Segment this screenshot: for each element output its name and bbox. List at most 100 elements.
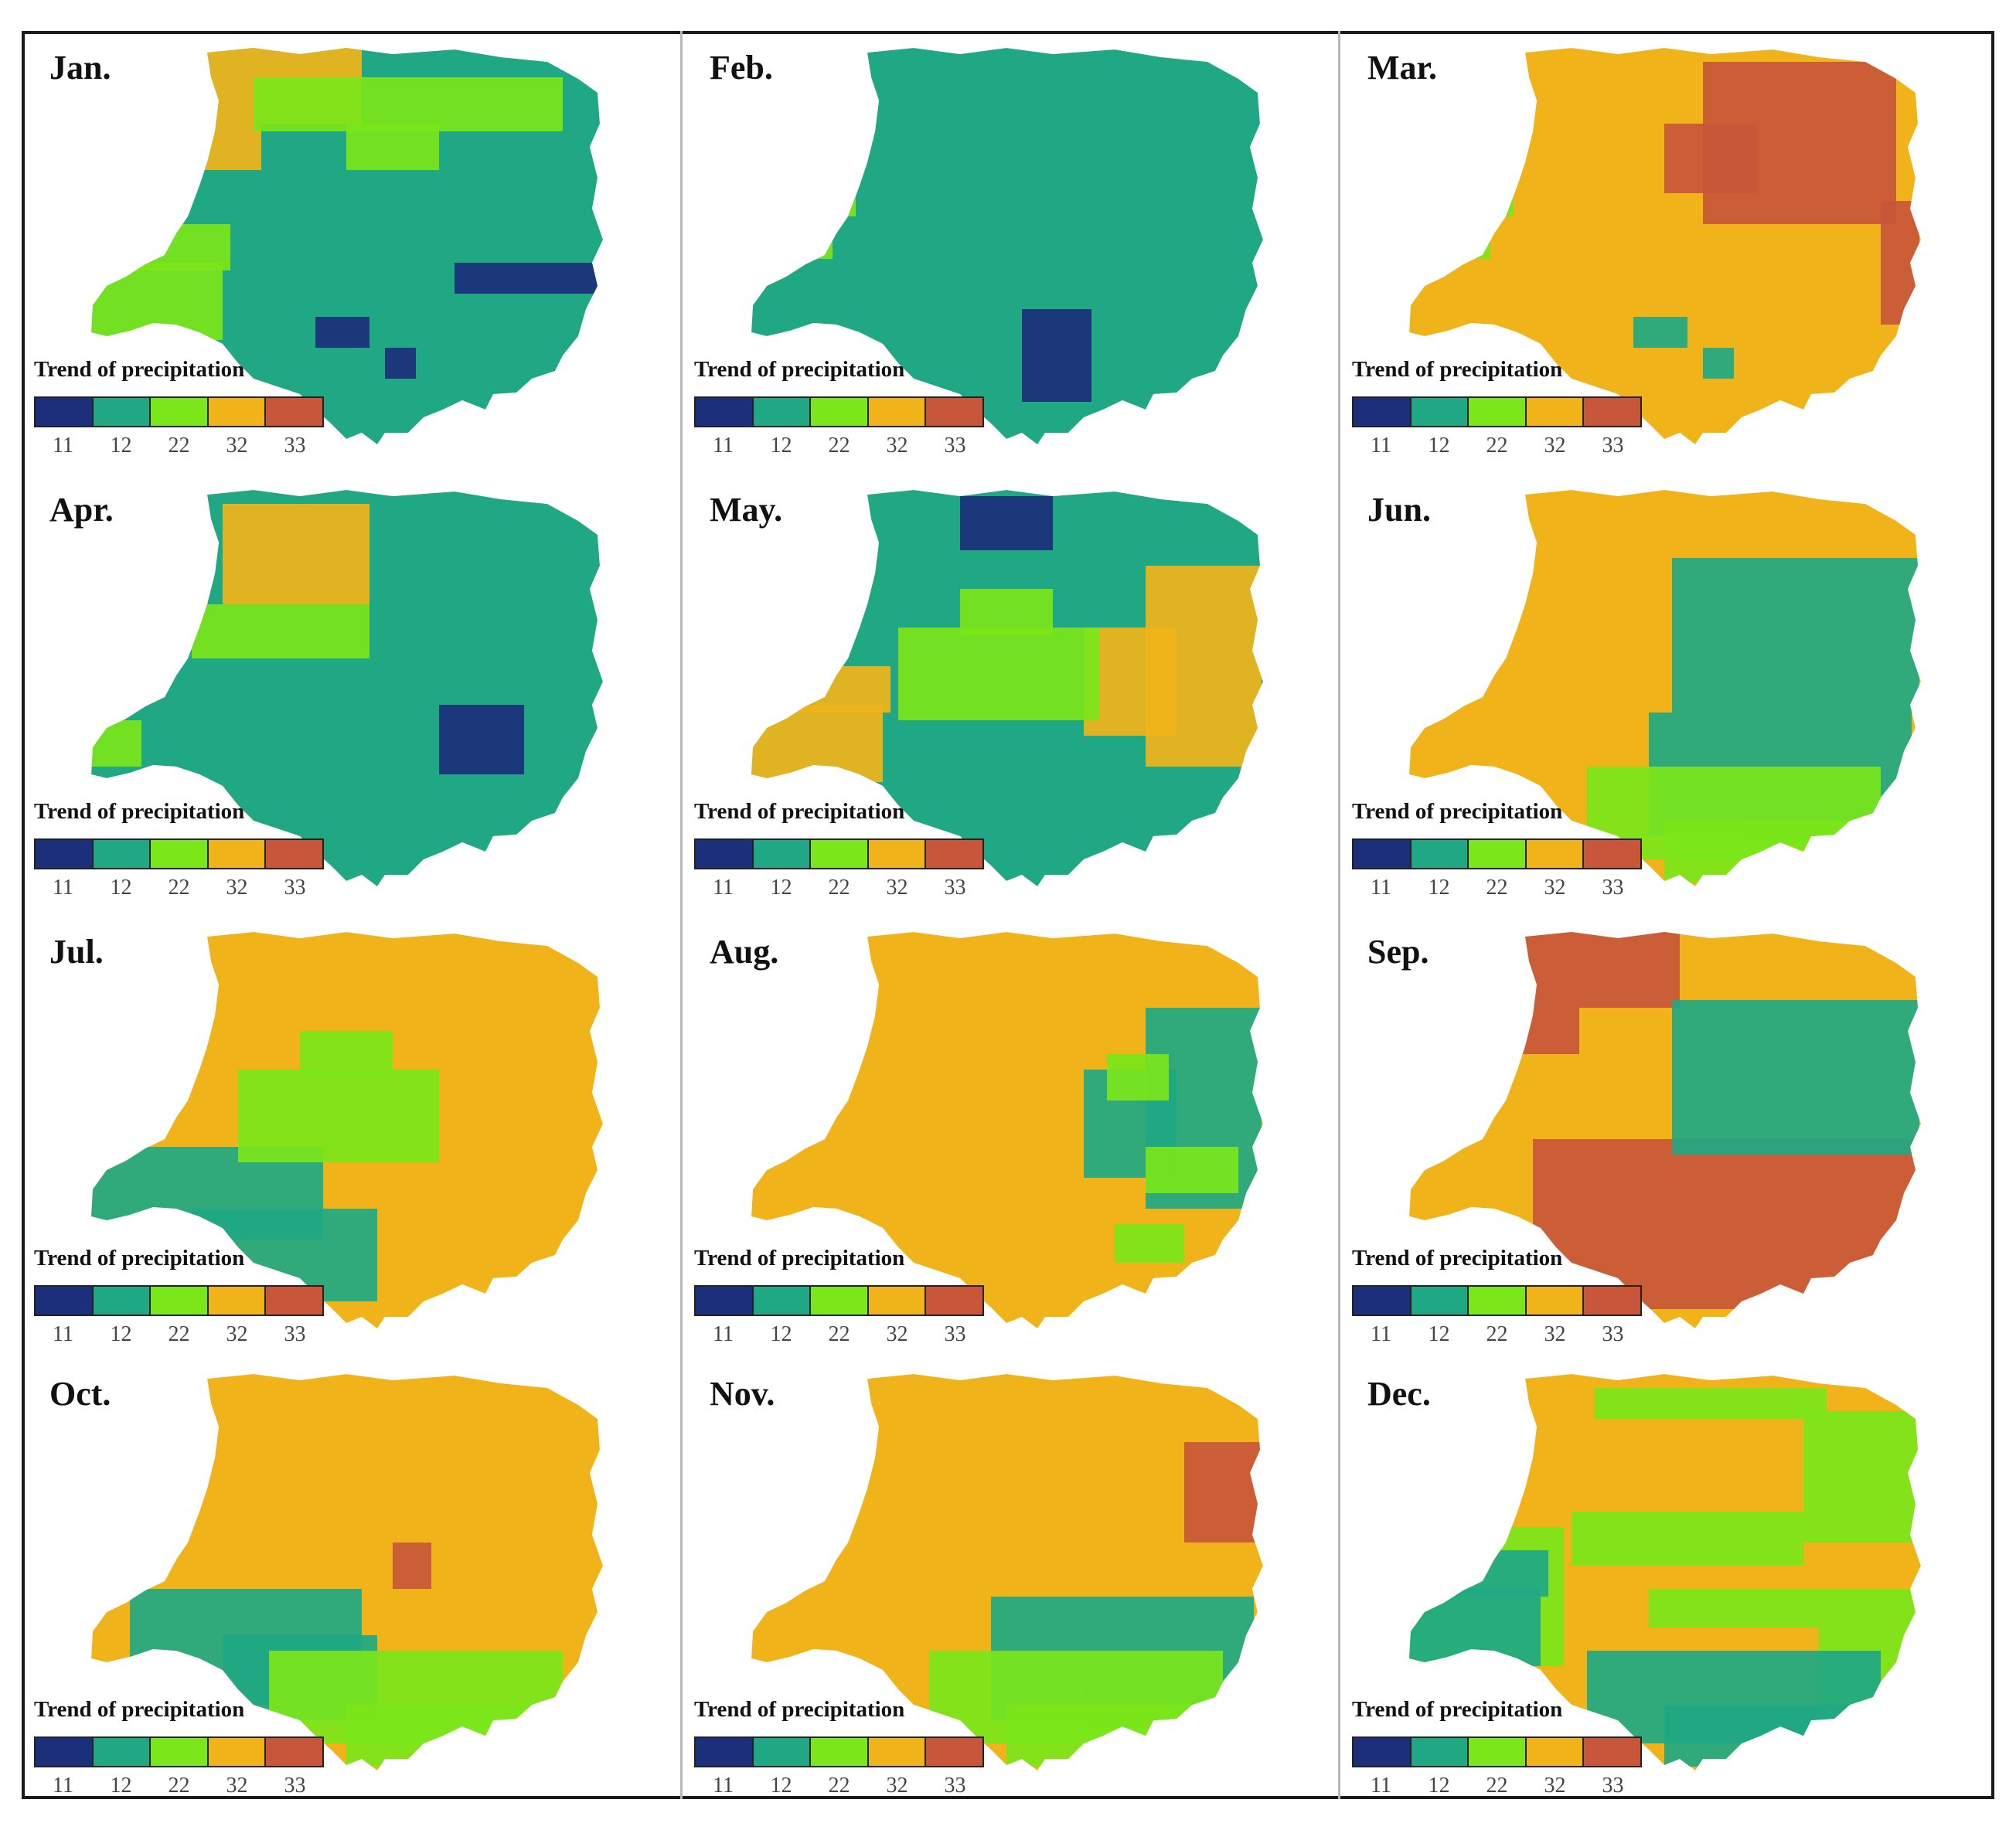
legend-title: Trend of precipitation (34, 1246, 245, 1270)
month-label: Mar. (1367, 49, 1438, 87)
legend-tick-label: 32 (226, 876, 248, 900)
legend-tick-label: 22 (168, 434, 190, 458)
basin-region (91, 490, 603, 886)
trend-patch-22-west-speck (1456, 216, 1490, 259)
basin-region (1409, 490, 1921, 886)
trend-patch-22-edge-ring (1595, 1388, 1827, 1419)
trend-patch-22-east-mix (1107, 1054, 1169, 1100)
legend-ticks: 11 12 22 32 33 (1352, 434, 1642, 458)
legend-swatch-11 (36, 1287, 94, 1315)
trend-patch-11-south-speck (385, 348, 416, 379)
legend-ticks: 11 12 22 32 33 (694, 1322, 984, 1347)
legend: Trend of precipitation 11 12 22 32 33 (694, 1697, 984, 1798)
legend-tick-label: 12 (1428, 434, 1450, 458)
legend-tick-label: 22 (1486, 876, 1508, 900)
legend-tick-label: 32 (226, 1322, 248, 1346)
legend-swatch-32 (208, 398, 267, 426)
trend-patch-33-north-west (1517, 1008, 1579, 1054)
legend-ticks: 11 12 22 32 33 (34, 1322, 324, 1347)
legend-tick-label: 33 (284, 1774, 306, 1798)
legend-color-bar (34, 838, 324, 869)
legend-title: Trend of precipitation (34, 1697, 245, 1722)
legend-tick-label: 12 (770, 1774, 792, 1798)
legend-tick-label: 12 (1428, 1322, 1450, 1346)
legend-swatch-12 (1411, 1287, 1469, 1315)
legend-tick-label: 33 (944, 876, 966, 900)
trend-patch-12-south (1664, 1705, 1850, 1767)
month-panel-apr: Apr. Trend of precipitation 11 12 22 32 33 (22, 473, 679, 916)
legend-swatch-33 (1584, 1738, 1640, 1766)
legend-tick-label: 32 (1544, 1774, 1566, 1798)
legend-swatch-22 (1469, 398, 1527, 426)
precipitation-trend-map (1409, 48, 1921, 444)
legend-swatch-11 (1354, 1287, 1412, 1315)
legend-title: Trend of precipitation (1352, 1697, 1563, 1722)
legend-tick-label: 22 (1486, 434, 1508, 458)
legend-swatch-22 (1469, 1287, 1527, 1315)
trend-patch-22-center (238, 1070, 439, 1162)
trend-patches (91, 504, 524, 774)
trend-patch-12-west-arm (1409, 1589, 1541, 1666)
legend-title: Trend of precipitation (694, 1697, 905, 1722)
basin-region (91, 1374, 603, 1770)
legend-tick-label: 32 (886, 434, 908, 458)
legend-color-bar (694, 1285, 984, 1316)
legend-swatch-22 (151, 1287, 209, 1315)
column-divider-1 (680, 31, 683, 1799)
trend-patch-22-west-speck (1486, 185, 1514, 216)
legend-color-bar (694, 396, 984, 427)
legend-tick-label: 22 (828, 1774, 850, 1798)
month-panel-feb: Feb. Trend of precipitation 11 12 22 32 33 (682, 31, 1339, 474)
legend-tick-label: 22 (168, 1322, 190, 1346)
basin-base-fill (751, 48, 1263, 444)
legend-tick-label: 12 (110, 1774, 132, 1798)
legend-swatch-12 (753, 398, 812, 426)
trend-patch-33-east-edge (1881, 201, 1919, 325)
month-label: Jun. (1367, 491, 1431, 529)
legend-tick-label: 33 (284, 434, 306, 458)
month-label: Aug. (710, 933, 779, 971)
legend-title: Trend of precipitation (1352, 357, 1563, 382)
legend-swatch-12 (1411, 1738, 1469, 1766)
legend-swatch-32 (1526, 1738, 1585, 1766)
month-panel-aug: Aug. Trend of precipitation 11 12 22 32 33 (682, 915, 1339, 1358)
legend-swatch-22 (811, 1738, 869, 1766)
trend-patch-33-north-east (1664, 124, 1757, 193)
month-label: Dec. (1367, 1375, 1431, 1413)
trend-patch-22-east-mix (1115, 1224, 1184, 1263)
legend-color-bar (1352, 396, 1642, 427)
legend-tick-label: 22 (1486, 1774, 1508, 1798)
legend-swatch-33 (266, 1287, 322, 1315)
legend: Trend of precipitation 11 12 22 32 33 (34, 1246, 324, 1347)
trend-patch-32-north-west (199, 124, 261, 170)
month-label: Jul. (49, 933, 104, 971)
trend-patch-11-north-block (960, 496, 1053, 550)
legend-ticks: 11 12 22 32 33 (694, 876, 984, 900)
legend: Trend of precipitation 11 12 22 32 33 (1352, 1246, 1642, 1347)
legend-swatch-32 (868, 1287, 927, 1315)
legend-tick-label: 12 (1428, 1774, 1450, 1798)
legend-tick-label: 11 (1371, 876, 1391, 900)
legend-tick-label: 11 (1371, 1774, 1391, 1798)
legend-tick-label: 33 (944, 1322, 966, 1346)
legend-tick-label: 22 (828, 1322, 850, 1346)
trend-patch-12-south-speck (1703, 348, 1734, 379)
legend-swatch-11 (36, 1738, 94, 1766)
legend-title: Trend of precipitation (694, 1246, 905, 1270)
legend-swatch-22 (151, 1738, 209, 1766)
basin-region (91, 932, 603, 1328)
legend-swatch-12 (753, 1287, 812, 1315)
legend-swatch-12 (93, 840, 152, 868)
legend-tick-label: 11 (713, 434, 734, 458)
trend-patch-22-west-arm (138, 224, 230, 270)
legend-tick-label: 11 (713, 1774, 734, 1798)
trend-patches (130, 1543, 563, 1767)
legend-swatch-22 (811, 1287, 869, 1315)
legend-swatch-32 (868, 1738, 927, 1766)
trend-patch-22-edge-ring (1803, 1411, 1921, 1543)
precipitation-trend-map (91, 1374, 603, 1770)
trend-patch-22-north (346, 124, 439, 170)
legend-tick-label: 32 (886, 1774, 908, 1798)
legend-swatch-33 (266, 840, 322, 868)
trend-patch-22-west-speck (798, 216, 833, 259)
